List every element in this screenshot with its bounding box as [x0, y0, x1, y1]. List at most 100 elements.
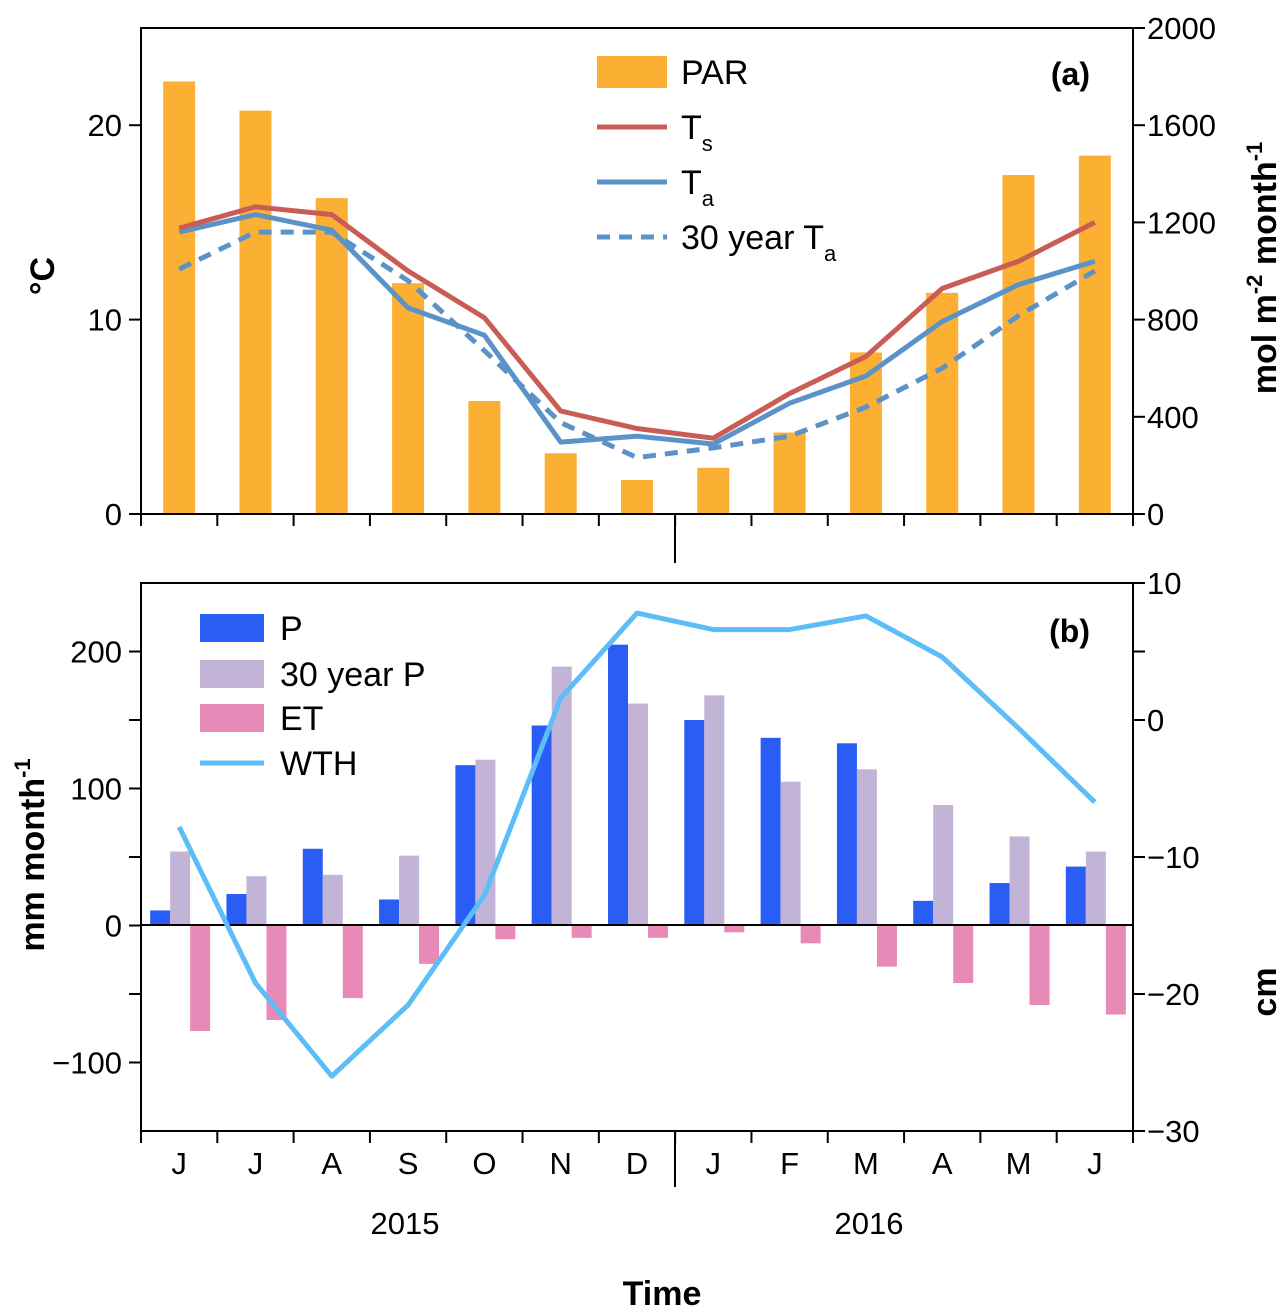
panel-b-legend: P 30 year P ET WTH [200, 610, 426, 783]
year-label-2015: 2015 [371, 1206, 440, 1241]
temperature-lines [178, 204, 1097, 461]
x-tick-label: F [780, 1146, 799, 1181]
year-label-2016: 2016 [835, 1206, 904, 1241]
left-tick-label: 0 [105, 497, 122, 532]
legend-swatch-p [200, 614, 264, 642]
right-tick-label: 0 [1147, 497, 1164, 532]
legend-label: PAR [681, 54, 748, 92]
par-bar [926, 292, 959, 514]
p30-bar [1085, 851, 1106, 926]
p-bar [989, 883, 1010, 926]
x-tick-label: M [1006, 1146, 1032, 1181]
par-bar [773, 432, 806, 514]
x-tick-label: J [706, 1146, 722, 1181]
legend-label: P [280, 610, 303, 648]
et-bar [800, 925, 821, 944]
p-bar [379, 899, 400, 926]
et-bar [266, 925, 287, 1021]
x-tick-label: A [932, 1146, 953, 1181]
par-bars [163, 81, 1111, 515]
panel-b-left-axis-label-main: mm month [14, 778, 52, 952]
p-bar [836, 743, 857, 926]
p30-bar [1009, 836, 1030, 926]
par-bar [315, 198, 348, 514]
p30-bar [322, 874, 343, 926]
par-bar [468, 401, 501, 514]
p-bar [1065, 866, 1086, 926]
et-bar [953, 925, 974, 984]
left-tick-label: 20 [88, 108, 122, 143]
p30-bar [856, 769, 877, 926]
left-tick-label: 10 [88, 303, 122, 338]
right-tick-label: 1200 [1147, 205, 1216, 240]
right-tick-label: −10 [1147, 840, 1200, 875]
p-bar [226, 893, 247, 926]
legend-label-sub: a [824, 241, 837, 266]
x-tick-label: A [321, 1146, 342, 1181]
p-bar [302, 848, 323, 926]
par-bar [697, 467, 730, 514]
legend-label-main: T [681, 164, 702, 202]
legend-label-main: T [681, 109, 702, 147]
x-tick-label: S [398, 1146, 419, 1181]
left-tick-label: −100 [52, 1046, 122, 1081]
panel-a: 0 10 20 0 400 800 1200 1600 2000 (a) °C mol m-2 … [24, 11, 1283, 532]
right-tick-label: −30 [1147, 1114, 1200, 1149]
right-tick-label: 800 [1147, 303, 1199, 338]
series-line-ta [178, 212, 1096, 447]
right-tick-label: 10 [1147, 566, 1181, 601]
legend-label: 30 year P [280, 656, 426, 694]
p-bar [455, 765, 476, 926]
p30-bar [551, 666, 572, 926]
et-bar [1029, 925, 1050, 1005]
panel-a-right-axis-label-sup1: -2 [1242, 275, 1267, 295]
par-bar [544, 453, 577, 514]
x-tick-label: J [1087, 1146, 1103, 1181]
p30-bar [170, 851, 191, 926]
legend-swatch-par [597, 56, 667, 88]
panel-b-right-axis-label: cm [1246, 967, 1283, 1016]
legend-label-sub: a [702, 186, 715, 211]
right-tick-label: −20 [1147, 977, 1200, 1012]
et-bar [571, 925, 592, 938]
p30-bar [933, 804, 954, 926]
et-bar [419, 925, 440, 964]
p-bar [760, 737, 781, 926]
panel-a-left-axis-label: °C [24, 257, 62, 295]
par-bar [392, 283, 425, 514]
par-bar [163, 81, 196, 515]
right-tick-label: 2000 [1147, 11, 1216, 46]
par-bar [1078, 155, 1111, 514]
panel-a-label: (a) [1051, 56, 1090, 92]
x-tick-label: M [853, 1146, 879, 1181]
par-bar [239, 110, 272, 515]
legend-swatch-et [200, 704, 264, 732]
panel-a-right-axis-label-mid: month [1246, 161, 1283, 274]
x-tick-label: J [171, 1146, 187, 1181]
et-bar [1105, 925, 1126, 1015]
p-bar [913, 900, 934, 926]
p30-bar [399, 855, 420, 926]
p30-bar [246, 876, 267, 926]
x-axis-title: Time [623, 1275, 702, 1313]
panel-a-right-axis-label-sup2: -1 [1242, 142, 1267, 162]
x-tick-label: J [248, 1146, 264, 1181]
et-bar [190, 925, 211, 1031]
p-bar [531, 725, 552, 926]
p-bar [150, 910, 171, 926]
p30-bar [780, 781, 801, 926]
legend-label: Ts [681, 109, 713, 156]
par-bar [1002, 175, 1035, 514]
et-bar [876, 925, 897, 967]
panel-a-right-axis-label: mol m-2 month-1 [1242, 142, 1283, 395]
precip-et-bars [150, 644, 1126, 1031]
panel-b-label: (b) [1049, 613, 1090, 649]
panel-b-left-axis-label-sup: -1 [10, 758, 35, 778]
et-bar [495, 925, 516, 940]
x-tick-label: N [549, 1146, 571, 1181]
